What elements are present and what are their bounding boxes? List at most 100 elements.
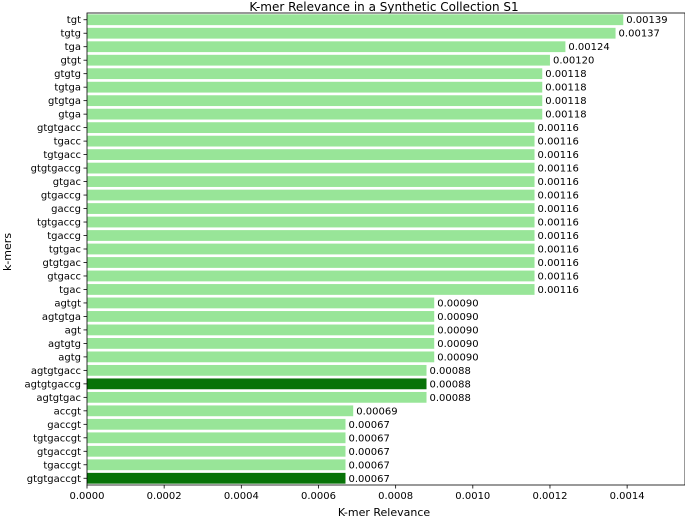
x-tick-label-6: 0.0012 [532, 491, 567, 502]
value-label-tgtg: 0.00137 [619, 29, 660, 40]
value-label-gtgaccg: 0.00116 [538, 191, 579, 202]
y-tick-label-tgaccgt: tgaccgt [43, 460, 81, 471]
x-tick-label-2: 0.0004 [224, 491, 259, 502]
bar-agt [87, 324, 435, 336]
value-label-tgtgaccg: 0.00116 [538, 218, 579, 229]
bar-agtgtgaccg [87, 378, 427, 390]
y-tick-label-gaccgt: gaccgt [47, 420, 81, 431]
x-tick-label-4: 0.0008 [378, 491, 413, 502]
bar-tgaccgt [87, 459, 346, 471]
value-label-agtgtgac: 0.00088 [430, 393, 471, 404]
bar-tgtgaccgt [87, 432, 346, 444]
y-tick-label-tgtg: tgtg [60, 29, 81, 40]
y-tick-label-gtgtgac: gtgtgac [42, 258, 81, 269]
y-tick-label-gaccg: gaccg [51, 204, 81, 215]
bar-agtg [87, 351, 435, 363]
bar-gtgtgac [87, 257, 535, 268]
bar-tgtgacc [87, 149, 535, 160]
value-label-gtgtgac: 0.00116 [538, 258, 579, 269]
y-tick-label-tgacc: tgacc [54, 137, 81, 148]
value-label-tga: 0.00124 [568, 42, 609, 53]
bar-gtgtgaccgt [87, 472, 346, 484]
y-tick-label-gtgt: gtgt [60, 56, 81, 67]
value-label-gtga: 0.00118 [545, 110, 586, 121]
y-tick-label-gtgtga: gtgtga [48, 96, 81, 107]
bar-accgt [87, 405, 354, 417]
bar-agtgtgacc [87, 364, 427, 376]
value-label-gtgt: 0.00120 [553, 56, 594, 67]
bar-agtgtg [87, 338, 435, 349]
value-labels-group: 0.00139 0.00137 0.00124 0.00120 0.00118 0.001… [348, 15, 667, 485]
value-label-agt: 0.00090 [437, 325, 478, 336]
y-axis-label: k-mers [1, 233, 14, 271]
y-tick-label-agt: agt [65, 325, 81, 336]
y-tick-label-tgt: tgt [67, 15, 81, 26]
y-tick-label-agtgtgaccg: agtgtgaccg [25, 379, 81, 390]
y-tick-label-gtgacc: gtgacc [47, 271, 81, 282]
y-tick-label-gtgac: gtgac [53, 177, 81, 188]
chart-title: K-mer Relevance in a Synthetic Collectio… [249, 0, 518, 14]
x-tick-label-1: 0.0002 [147, 491, 182, 502]
bar-tgtgaccg [87, 216, 535, 228]
x-axis: 0.0000 0.0002 0.0004 0.0006 0.0008 0.0010 0.00… [70, 485, 645, 502]
y-tick-label-tga: tga [65, 42, 81, 53]
bar-gtgtgacc [87, 122, 535, 134]
bar-gtgaccgt [87, 445, 346, 457]
value-label-accgt: 0.00069 [356, 406, 397, 417]
value-label-tgtgaccgt: 0.00067 [348, 433, 389, 444]
bar-tgtgac [87, 243, 535, 255]
value-label-tgtgac: 0.00116 [538, 245, 579, 256]
value-label-agtgtgacc: 0.00088 [430, 366, 471, 377]
x-axis-label: K-mer Relevance [338, 506, 431, 517]
value-label-tgacc: 0.00116 [538, 137, 579, 148]
value-label-agtg: 0.00090 [437, 352, 478, 363]
y-tick-label-agtg: agtg [58, 352, 81, 363]
bar-gtgac [87, 176, 535, 187]
bar-gtga [87, 108, 543, 120]
bar-gtgaccg [87, 189, 535, 201]
value-label-agtgtgaccg: 0.00088 [430, 379, 471, 390]
y-tick-label-agtgt: agtgt [54, 298, 81, 309]
y-tick-label-gtgtgacc: gtgtgacc [37, 123, 81, 134]
value-label-gtgtga: 0.00118 [545, 96, 586, 107]
value-label-tgaccgt: 0.00067 [348, 460, 389, 471]
value-label-gtgtgacc: 0.00116 [538, 123, 579, 134]
value-label-gtgaccgt: 0.00067 [348, 447, 389, 458]
y-axis: tgt tgtg tga gtgt gtgtg tgtga gtgtga gtga gtgtga… [25, 15, 87, 485]
y-tick-label-agtgtgac: agtgtgac [36, 393, 81, 404]
value-label-gtgtgaccg: 0.00116 [538, 164, 579, 175]
y-tick-label-agtgtg: agtgtg [48, 339, 81, 350]
y-tick-label-tgtgac: tgtgac [49, 245, 81, 256]
y-tick-label-agtgtgacc: agtgtgacc [31, 366, 81, 377]
x-tick-label-7: 0.0014 [610, 491, 645, 502]
x-tick-label-0: 0.0000 [70, 491, 105, 502]
value-label-gaccgt: 0.00067 [348, 420, 389, 431]
bars-group [87, 14, 624, 484]
value-label-tgtgacc: 0.00116 [538, 150, 579, 161]
value-label-agtgtga: 0.00090 [437, 312, 478, 323]
bar-tgt [87, 14, 624, 26]
value-label-gaccg: 0.00116 [538, 204, 579, 215]
value-label-gtgtg: 0.00118 [545, 69, 586, 80]
bar-gtgtgaccg [87, 162, 535, 174]
value-label-gtgtgaccgt: 0.00067 [348, 474, 389, 485]
y-tick-label-tgtga: tgtga [54, 83, 81, 94]
bar-agtgt [87, 297, 435, 309]
y-tick-label-accgt: accgt [54, 406, 81, 417]
value-label-tgaccg: 0.00116 [538, 231, 579, 242]
value-label-agtgtg: 0.00090 [437, 339, 478, 350]
y-tick-label-tgtgaccgt: tgtgaccgt [33, 433, 81, 444]
y-tick-label-tgac: tgac [59, 285, 81, 296]
bar-gaccg [87, 203, 535, 214]
bar-tgac [87, 284, 535, 295]
value-label-tgac: 0.00116 [538, 285, 579, 296]
bar-tgtg [87, 27, 616, 39]
y-tick-label-tgtgaccg: tgtgaccg [37, 218, 81, 229]
y-tick-label-agtgtga: agtgtga [42, 312, 81, 323]
value-label-tgt: 0.00139 [626, 15, 667, 26]
value-label-agtgt: 0.00090 [437, 298, 478, 309]
bar-gtgtg [87, 68, 543, 80]
y-tick-label-gtgtgaccg: gtgtgaccg [31, 164, 81, 175]
bar-tgacc [87, 135, 535, 147]
